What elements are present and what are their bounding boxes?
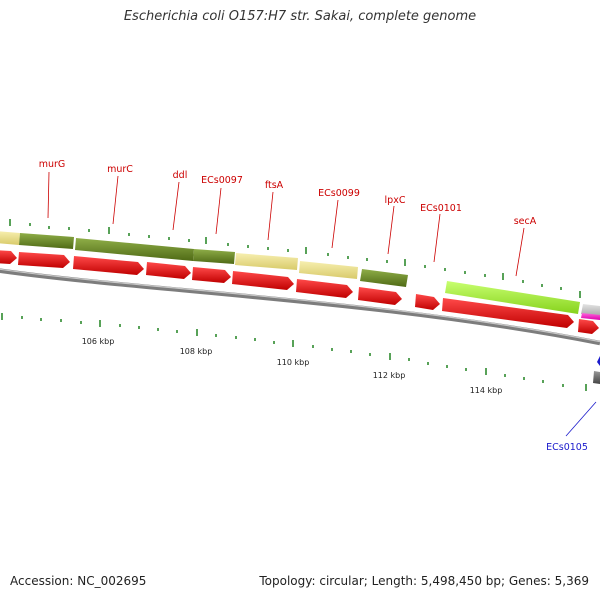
gene-block-ftsA[interactable]: [235, 253, 298, 270]
gene-label-ECs0101[interactable]: ECs0101: [420, 203, 462, 214]
genome-summary-text: Topology: circular; Length: 5,498,450 bp…: [259, 574, 589, 588]
inner-ticks: [1, 313, 587, 391]
cds-arrow[interactable]: [358, 287, 402, 305]
cds-arrow[interactable]: [192, 267, 231, 283]
gene-block[interactable]: [0, 231, 20, 245]
backbone-track: [0, 268, 600, 346]
gene-label-ddl[interactable]: ddl: [173, 170, 188, 181]
scale-label: 110 kbp: [277, 358, 310, 367]
cds-arrow[interactable]: [415, 294, 440, 310]
map-title: Escherichia coli O157:H7 str. Sakai, com…: [123, 9, 477, 24]
cds-arrow[interactable]: [18, 252, 70, 268]
scale-label: 112 kbp: [373, 371, 406, 380]
scale-label: 108 kbp: [180, 347, 213, 356]
cds-forward-track: [0, 250, 599, 334]
scale-labels: 106 kbp 108 kbp 110 kbp 112 kbp 114 kbp: [82, 337, 503, 395]
cds-arrow[interactable]: [146, 262, 191, 279]
accession-text: Accession: NC_002695: [10, 574, 147, 588]
cds-arrow-reverse[interactable]: [597, 356, 600, 366]
gene-block-lpxC[interactable]: [360, 269, 408, 287]
gene-label-ftsA[interactable]: ftsA: [265, 180, 284, 191]
gene-label-lpxC[interactable]: lpxC: [385, 195, 406, 206]
gene-label-ECs0105[interactable]: ECs0105: [546, 442, 588, 453]
label-leaders: [47, 171, 597, 437]
cds-arrow[interactable]: [232, 271, 294, 290]
gene-block-murG[interactable]: [19, 233, 74, 249]
gene-block-gray[interactable]: [581, 304, 600, 316]
cds-arrow[interactable]: [296, 279, 353, 298]
cds-arrow[interactable]: [578, 319, 599, 334]
gene-label-ECs0099[interactable]: ECs0099: [318, 188, 360, 199]
cds-arrow[interactable]: [442, 298, 574, 328]
gene-label-secA[interactable]: secA: [514, 216, 537, 227]
gene-labels: murG murC ddl ECs0097 ftsA ECs0099 lpxC …: [39, 159, 588, 453]
gene-label-murG[interactable]: murG: [39, 159, 66, 170]
gene-block-secA[interactable]: [445, 281, 580, 314]
gene-label-murC[interactable]: murC: [107, 164, 133, 175]
gene-label-ECs0097[interactable]: ECs0097: [201, 175, 243, 186]
cds-arrow[interactable]: [73, 256, 144, 275]
gene-block-pink[interactable]: [581, 313, 600, 320]
scale-label: 106 kbp: [82, 337, 115, 346]
cds-reverse-track: [593, 356, 600, 384]
gene-block-murC[interactable]: [75, 238, 194, 261]
cds-arrow[interactable]: [0, 250, 17, 264]
gene-feature-track: [0, 231, 600, 320]
gene-block-ddl[interactable]: [193, 249, 235, 264]
outer-ticks: [9, 219, 581, 298]
gene-block-ECs0099[interactable]: [299, 261, 358, 279]
scale-label: 114 kbp: [470, 386, 503, 395]
gene-block-ECs0105[interactable]: [593, 371, 600, 384]
